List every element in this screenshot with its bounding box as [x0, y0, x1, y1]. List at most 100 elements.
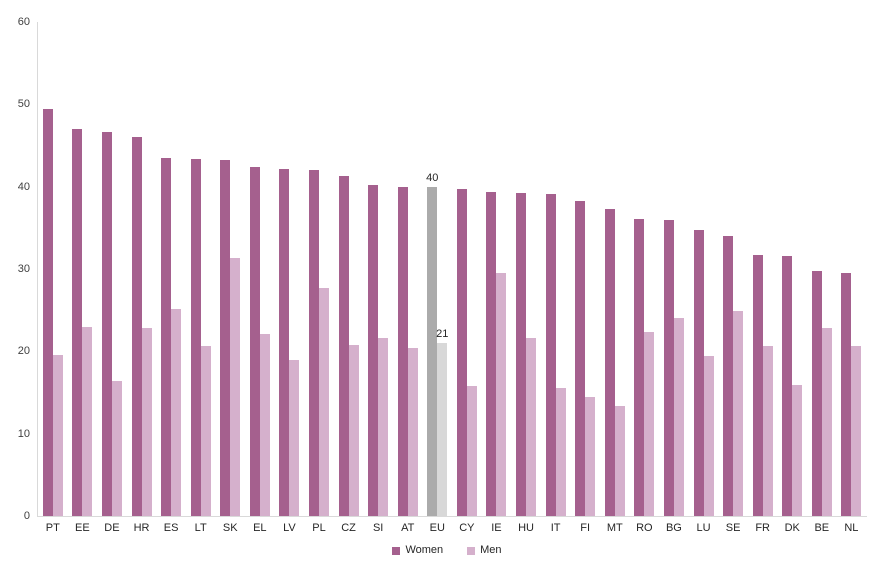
- bar-men-ro: [644, 331, 655, 516]
- bar-men-de: [111, 380, 122, 516]
- bar-women-fr: [752, 255, 763, 516]
- bar-women-sk: [220, 159, 231, 516]
- bar-group-sk: [215, 22, 245, 516]
- x-axis-category-label-mt: MT: [606, 522, 623, 534]
- x-axis-category-label-sk: SK: [222, 522, 238, 534]
- bar-women-dk: [782, 255, 793, 516]
- bar-group-si: [363, 22, 393, 516]
- bar-group-es: [156, 22, 186, 516]
- bar-group-lv: [275, 22, 305, 516]
- bar-men-it: [555, 387, 566, 516]
- x-axis-category-label-ie: IE: [491, 522, 502, 534]
- legend-item-men: Men: [467, 545, 502, 556]
- y-axis-tick-label: 10: [17, 427, 30, 440]
- bar-women-at: [397, 186, 408, 516]
- x-axis-category-label-lt: LT: [194, 522, 207, 534]
- bar-group-cz: [334, 22, 364, 516]
- x-axis-category-label-lv: LV: [283, 522, 296, 534]
- bar-men-fi: [585, 397, 596, 516]
- bar-women-hu: [516, 193, 527, 516]
- bar-group-ie: [482, 22, 512, 516]
- bar-group-eu: 40 21: [423, 22, 453, 516]
- bar-group-mt: [600, 22, 630, 516]
- x-axis-category-label-ee: EE: [75, 522, 90, 534]
- bar-men-hr: [141, 328, 152, 516]
- bar-group-cy: [452, 22, 482, 516]
- bar-group-hr: [127, 22, 157, 516]
- x-axis-category-label-dk: DK: [784, 522, 800, 534]
- bar-men-bg: [673, 318, 684, 516]
- bar-women-si: [368, 185, 379, 516]
- legend: Women Men: [0, 545, 894, 556]
- bar-men-si: [378, 338, 389, 516]
- x-axis-category-label-de: DE: [104, 522, 120, 534]
- bar-women-ee: [72, 129, 83, 516]
- bar-group-hu: [511, 22, 541, 516]
- x-axis-category-label-be: BE: [814, 522, 830, 534]
- x-axis-category-label-pt: PT: [45, 522, 60, 534]
- bar-group-pl: [304, 22, 334, 516]
- bar-group-fr: [748, 22, 778, 516]
- bar-women-ro: [634, 218, 645, 516]
- bar-women-nl: [841, 273, 852, 516]
- x-axis-category-label-eu: EU: [429, 522, 445, 534]
- bar-men-fr: [762, 346, 773, 516]
- y-axis-tick-label: 20: [17, 345, 30, 358]
- bar-group-de: [97, 22, 127, 516]
- bar-women-mt: [604, 208, 615, 516]
- bar-women-lu: [693, 230, 704, 516]
- bar-men-ee: [82, 327, 93, 516]
- legend-swatch-men: [467, 546, 476, 555]
- bar-women-pl: [308, 170, 319, 516]
- bar-men-at: [407, 348, 418, 516]
- x-axis-category-label-ro: RO: [636, 522, 653, 534]
- y-axis-line: [37, 22, 38, 517]
- y-axis-tick-label: 30: [17, 263, 30, 275]
- x-axis-category-label-si: SI: [372, 522, 384, 534]
- x-axis-category-label-cy: CY: [459, 522, 475, 534]
- legend-swatch-women: [392, 546, 401, 555]
- bar-men-pt: [52, 355, 63, 516]
- bar-group-be: [807, 22, 837, 516]
- bar-group-pt: [38, 22, 68, 516]
- x-axis-category-label-nl: NL: [844, 522, 859, 534]
- x-axis-line: [37, 516, 867, 517]
- bar-men-nl: [851, 345, 862, 516]
- y-axis-tick-label: 40: [17, 180, 30, 193]
- bar-men-el: [259, 334, 270, 516]
- bar-group-ee: [68, 22, 98, 516]
- y-axis-tick-label: 0: [23, 510, 30, 522]
- x-axis-category-label-at: AT: [401, 522, 415, 534]
- bar-group-at: [393, 22, 423, 516]
- x-axis-category-label-pl: PL: [312, 522, 326, 534]
- x-axis-category-label-lu: LU: [696, 522, 711, 534]
- x-axis-category-label-es: ES: [163, 522, 179, 534]
- bar-group-ro: [630, 22, 660, 516]
- bar-group-dk: [777, 22, 807, 516]
- bar-men-hu: [526, 338, 537, 516]
- x-axis-labels: PT EE DE HR ES LT SK EL LV PL CZ SI AT EU CY IE HU IT FI MT…: [38, 521, 866, 535]
- legend-item-women: Women: [392, 545, 443, 556]
- x-axis-category-label-fr: FR: [755, 522, 770, 534]
- x-axis-category-label-hu: HU: [518, 522, 534, 534]
- bar-women-pt: [42, 109, 53, 516]
- y-axis-tick-label: 50: [17, 98, 30, 111]
- bar-women-it: [545, 194, 556, 516]
- bar-men-be: [821, 328, 832, 516]
- bar-women-ie: [486, 191, 497, 516]
- bar-women-be: [811, 271, 822, 516]
- bar-men-ie: [496, 273, 507, 516]
- x-axis-category-label-fi: FI: [580, 522, 591, 534]
- bar-women-es: [161, 157, 172, 516]
- bar-men-cy: [466, 385, 477, 516]
- x-axis-category-label-el: EL: [253, 522, 267, 534]
- bar-women-lt: [190, 158, 201, 516]
- bar-value-label-men-eu: 21: [436, 328, 449, 341]
- bar-men-pl: [318, 287, 329, 516]
- x-axis-category-label-hr: HR: [133, 522, 150, 534]
- bar-men-eu: 21: [436, 328, 448, 516]
- bar-group-it: [541, 22, 571, 516]
- bar-group-lu: [689, 22, 719, 516]
- bar-men-es: [171, 309, 182, 516]
